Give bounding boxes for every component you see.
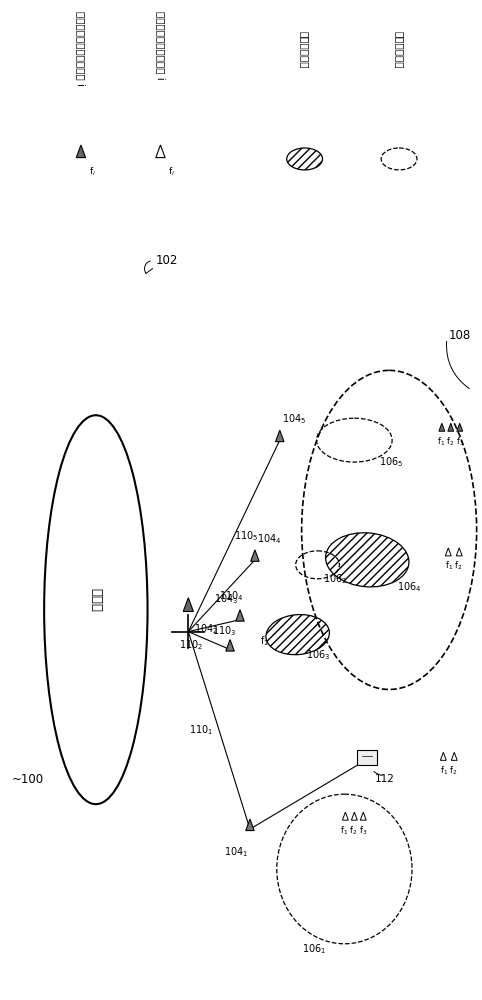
Text: 106$_2$: 106$_2$ [322, 572, 347, 586]
Polygon shape [456, 548, 462, 556]
Polygon shape [457, 423, 463, 431]
Text: 104$_2$: 104$_2$ [194, 622, 218, 636]
Text: 106$_3$: 106$_3$ [306, 649, 330, 662]
Text: f$_i$: f$_i$ [168, 166, 175, 178]
Polygon shape [448, 423, 454, 431]
Text: 被支持并在使用中的载波 i: 被支持并在使用中的载波 i [76, 11, 86, 86]
Polygon shape [183, 598, 193, 611]
Polygon shape [441, 752, 446, 760]
Text: 宏小区: 宏小区 [89, 588, 102, 612]
Text: 活动的小小区: 活动的小小区 [300, 31, 309, 69]
Text: f$_1$: f$_1$ [260, 635, 269, 648]
Text: 睡眠的小小区: 睡眠的小小区 [394, 31, 404, 69]
Polygon shape [156, 145, 165, 158]
FancyBboxPatch shape [357, 750, 377, 765]
Text: 112: 112 [375, 774, 395, 784]
Text: f$_1$ f$_2$ f$_3$: f$_1$ f$_2$ f$_3$ [437, 435, 465, 448]
Polygon shape [445, 548, 451, 556]
Text: 102: 102 [156, 254, 178, 267]
Polygon shape [351, 812, 357, 820]
Polygon shape [342, 812, 348, 820]
Polygon shape [439, 423, 445, 431]
Text: 110$_4$: 110$_4$ [219, 589, 244, 603]
Polygon shape [236, 610, 244, 621]
Text: 104$_1$: 104$_1$ [224, 845, 248, 859]
Polygon shape [451, 752, 457, 760]
Text: 110$_3$: 110$_3$ [212, 624, 236, 638]
Text: 110$_1$: 110$_1$ [189, 723, 214, 737]
Text: 104$_3$: 104$_3$ [214, 592, 238, 606]
Text: 被支持但未使用的载波 i: 被支持但未使用的载波 i [156, 11, 165, 80]
Text: f$_1$ f$_2$: f$_1$ f$_2$ [440, 764, 458, 777]
Polygon shape [251, 550, 259, 561]
Text: 104$_5$: 104$_5$ [282, 412, 306, 426]
Text: ~100: ~100 [12, 773, 43, 786]
Text: 110$_5$: 110$_5$ [234, 529, 258, 543]
Polygon shape [361, 812, 366, 820]
Text: 108: 108 [449, 329, 471, 342]
Polygon shape [246, 819, 254, 831]
Text: 106$_5$: 106$_5$ [379, 455, 403, 469]
Polygon shape [226, 640, 234, 651]
Text: 106$_1$: 106$_1$ [302, 942, 327, 956]
Text: f$_i$: f$_i$ [89, 166, 96, 178]
Text: f$_1$ f$_2$ f$_3$: f$_1$ f$_2$ f$_3$ [340, 824, 368, 837]
Text: 104$_4$: 104$_4$ [257, 532, 281, 546]
Text: f$_1$ f$_2$: f$_1$ f$_2$ [445, 560, 463, 572]
Text: 110$_2$: 110$_2$ [179, 639, 203, 652]
Polygon shape [276, 430, 284, 442]
Polygon shape [76, 145, 86, 158]
Text: 106$_4$: 106$_4$ [397, 580, 422, 594]
